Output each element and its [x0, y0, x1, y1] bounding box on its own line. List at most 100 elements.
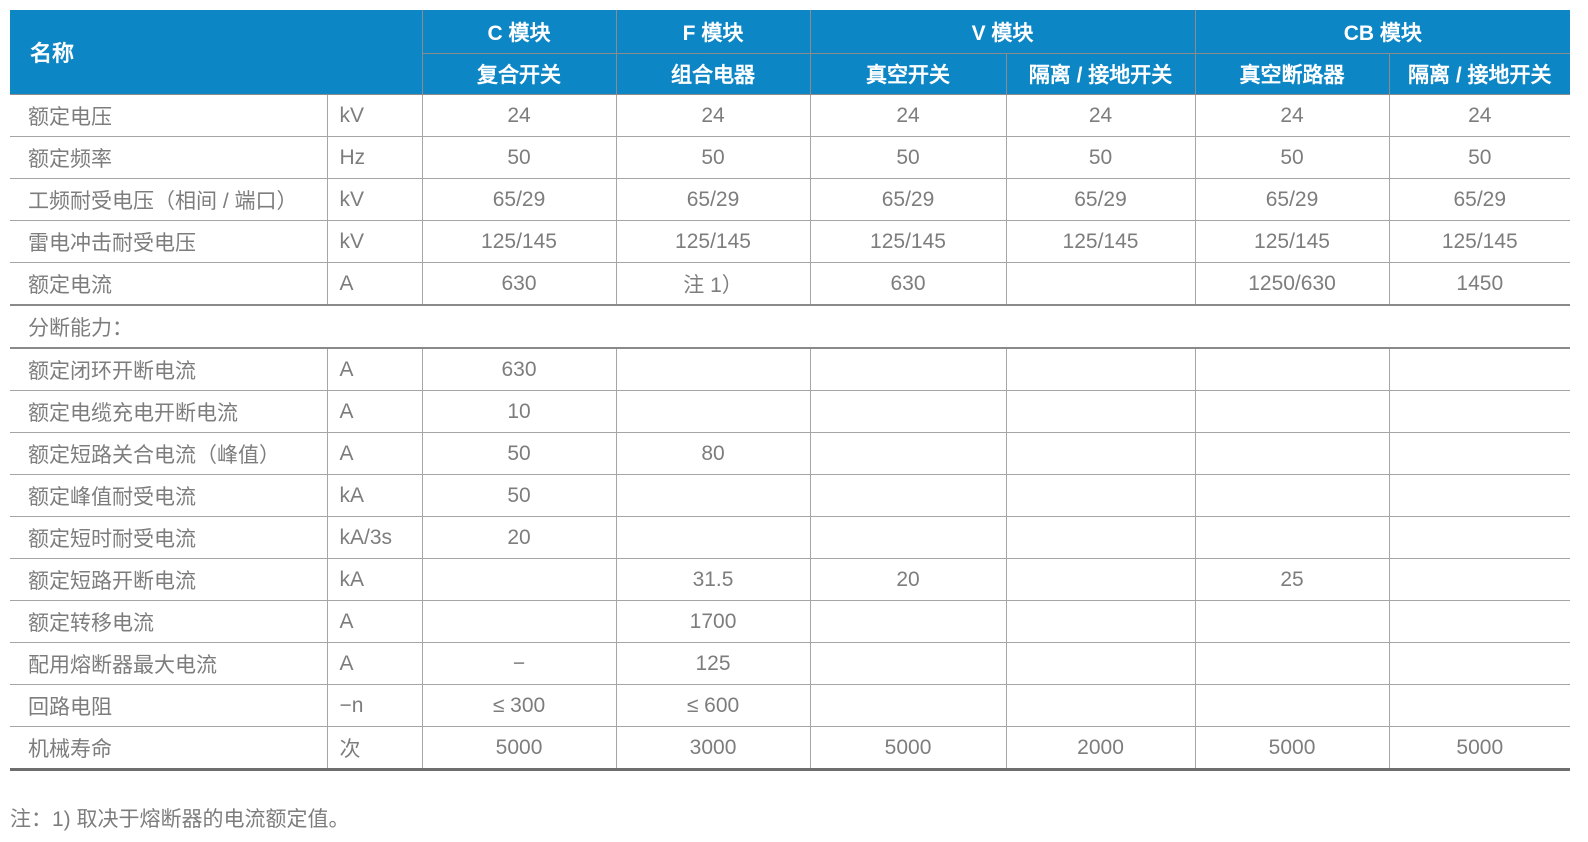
value-cell: 50 — [1194, 136, 1390, 179]
value-cell: 20 — [421, 516, 617, 559]
value-cell — [1005, 432, 1196, 475]
section-row: 分断能力： — [10, 304, 1571, 349]
column-header-composite-switch: 复合开关 — [421, 53, 617, 95]
value-cell: 80 — [615, 432, 811, 475]
column-group-f-module: F 模块 — [615, 10, 811, 54]
value-cell: 65/29 — [1194, 178, 1390, 221]
value-cell: 630 — [809, 262, 1007, 306]
value-cell — [1388, 684, 1571, 727]
value-cell: 125/145 — [421, 220, 617, 263]
unit-cell: kV — [326, 94, 423, 137]
value-cell — [1005, 474, 1196, 517]
row-label-cell: 额定短路关合电流（峰值） — [10, 432, 328, 475]
spec-row: 雷电冲击耐受电压 kV 125/145 125/145 125/145 125/145 12… — [10, 220, 1571, 263]
value-cell: 65/29 — [615, 178, 811, 221]
value-cell: 50 — [615, 136, 811, 179]
column-header-vacuum-circuit-breaker: 真空断路器 — [1194, 53, 1390, 95]
value-cell — [1005, 600, 1196, 643]
row-label-cell: 机械寿命 — [10, 726, 328, 771]
value-cell — [1005, 516, 1196, 559]
row-label-cell: 额定电流 — [10, 262, 328, 306]
value-cell — [1388, 474, 1571, 517]
value-cell: − — [421, 642, 617, 685]
value-cell — [1194, 432, 1390, 475]
spec-row: 配用熔断器最大电流 A −125 — [10, 642, 1571, 685]
value-cell: 2000 — [1005, 726, 1196, 771]
unit-cell: kA/3s — [326, 516, 423, 559]
value-cell — [809, 642, 1007, 685]
value-cell — [1005, 262, 1196, 306]
value-cell: 125 — [615, 642, 811, 685]
column-header-isolating-earthing-switch-cb: 隔离 / 接地开关 — [1388, 53, 1571, 95]
value-cell: 630 — [421, 262, 617, 306]
spec-row: 额定电压 kV 24 24 24 24 24 24 — [10, 94, 1571, 137]
value-cell — [809, 390, 1007, 433]
value-cell — [421, 600, 617, 643]
unit-cell: kA — [326, 474, 423, 517]
value-cell — [615, 390, 811, 433]
value-cell: 1450 — [1388, 262, 1571, 306]
value-cell — [1194, 474, 1390, 517]
value-cell — [1194, 347, 1390, 391]
value-cell — [809, 600, 1007, 643]
value-cell — [1194, 516, 1390, 559]
value-cell: 25 — [1194, 558, 1390, 601]
value-cell — [1005, 390, 1196, 433]
value-cell: 1250/630 — [1194, 262, 1390, 306]
value-cell: ≤ 300 — [421, 684, 617, 727]
subheader-row: 复合开关 组合电器 真空开关 隔离 / 接地开关 真空断路器 隔离 / 接地开关 — [10, 53, 1571, 95]
value-cell — [1194, 390, 1390, 433]
row-label-cell: 额定转移电流 — [10, 600, 328, 643]
table-header: 名称 C 模块 F 模块 V 模块 CB 模块 复合开关 组合电器 真空开关 隔… — [10, 10, 1571, 95]
column-header-vacuum-switch: 真空开关 — [809, 53, 1007, 95]
section-label: 分断能力： — [10, 304, 1571, 349]
value-cell — [1388, 600, 1571, 643]
value-cell: 20 — [809, 558, 1007, 601]
value-cell: 24 — [1005, 94, 1196, 137]
value-cell: 65/29 — [1005, 178, 1196, 221]
value-cell — [1388, 642, 1571, 685]
value-cell: 5000 — [1388, 726, 1571, 771]
value-cell: 24 — [615, 94, 811, 137]
value-cell: 125/145 — [1388, 220, 1571, 263]
value-cell — [809, 684, 1007, 727]
value-cell: 5000 — [421, 726, 617, 771]
column-group-c-module: C 模块 — [421, 10, 617, 54]
spec-row: 额定短时耐受电流 kA/3s 20 — [10, 516, 1571, 559]
value-cell — [809, 516, 1007, 559]
spec-row: 额定短路开断电流 kA 31.5 20 25 — [10, 558, 1571, 601]
value-cell — [809, 432, 1007, 475]
unit-cell: kV — [326, 220, 423, 263]
unit-cell: kV — [326, 178, 423, 221]
unit-cell: A — [326, 347, 423, 391]
unit-cell: kA — [326, 558, 423, 601]
value-cell: 24 — [1194, 94, 1390, 137]
value-cell: 24 — [809, 94, 1007, 137]
unit-cell: Hz — [326, 136, 423, 179]
value-cell: 125/145 — [1194, 220, 1390, 263]
value-cell: 65/29 — [809, 178, 1007, 221]
value-cell: 1700 — [615, 600, 811, 643]
spec-row: 额定短路关合电流（峰值） A 50 80 — [10, 432, 1571, 475]
row-label-cell: 工频耐受电压（相间 / 端口） — [10, 178, 328, 221]
value-cell: 注 1） — [615, 262, 811, 306]
unit-cell: A — [326, 390, 423, 433]
row-label-cell: 额定频率 — [10, 136, 328, 179]
value-cell: 125/145 — [1005, 220, 1196, 263]
value-cell: 3000 — [615, 726, 811, 771]
value-cell: 24 — [421, 94, 617, 137]
unit-cell: A — [326, 600, 423, 643]
row-label-cell: 额定电缆充电开断电流 — [10, 390, 328, 433]
value-cell: 50 — [809, 136, 1007, 179]
column-header-name: 名称 — [10, 10, 423, 95]
value-cell — [1194, 642, 1390, 685]
value-cell: 31.5 — [615, 558, 811, 601]
column-group-cb-module: CB 模块 — [1194, 10, 1571, 54]
value-cell — [1388, 347, 1571, 391]
value-cell: 50 — [1388, 136, 1571, 179]
group-header-row: 名称 C 模块 F 模块 V 模块 CB 模块 — [10, 10, 1571, 95]
column-group-v-module: V 模块 — [809, 10, 1196, 54]
value-cell — [809, 474, 1007, 517]
value-cell: 630 — [421, 347, 617, 391]
